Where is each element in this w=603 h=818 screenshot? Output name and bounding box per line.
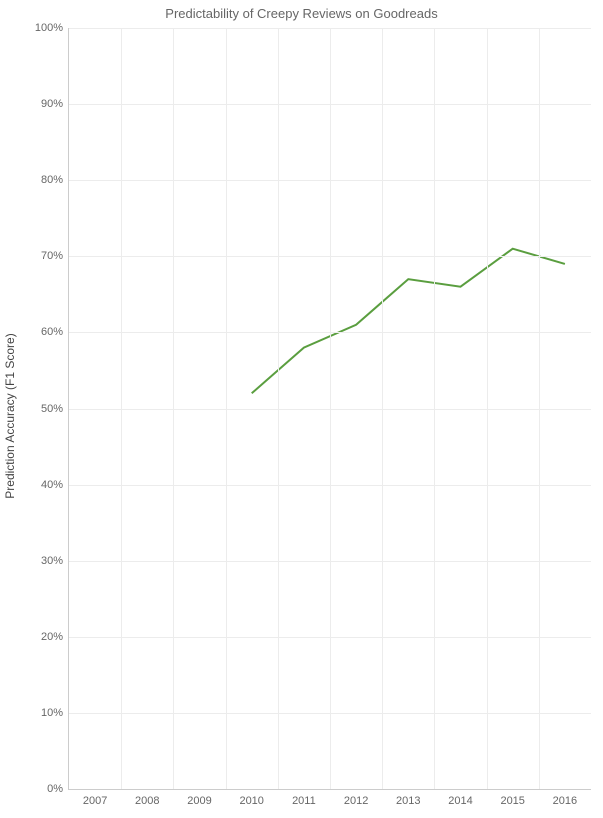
y-tick-label: 50% (41, 403, 69, 415)
x-tick-label: 2013 (396, 789, 420, 807)
y-axis-label: Prediction Accuracy (F1 Score) (3, 333, 17, 498)
x-tick-label: 2014 (448, 789, 472, 807)
gridline-x (278, 28, 279, 789)
chart-title: Predictability of Creepy Reviews on Good… (0, 6, 603, 21)
y-tick-label: 20% (41, 631, 69, 643)
plot-area: 0%10%20%30%40%50%60%70%80%90%100%2007200… (68, 28, 591, 790)
chart-container: Predictability of Creepy Reviews on Good… (0, 0, 603, 818)
x-tick-label: 2011 (292, 789, 316, 807)
x-tick-label: 2015 (500, 789, 524, 807)
gridline-x (434, 28, 435, 789)
x-tick-label: 2010 (239, 789, 263, 807)
x-tick-label: 2012 (344, 789, 368, 807)
y-tick-label: 100% (35, 22, 69, 34)
y-tick-label: 30% (41, 555, 69, 567)
gridline-x (330, 28, 331, 789)
x-tick-label: 2016 (553, 789, 577, 807)
y-tick-label: 40% (41, 479, 69, 491)
y-tick-label: 80% (41, 174, 69, 186)
y-tick-label: 90% (41, 98, 69, 110)
y-tick-label: 10% (41, 707, 69, 719)
y-tick-label: 60% (41, 326, 69, 338)
y-tick-label: 70% (41, 250, 69, 262)
gridline-x (382, 28, 383, 789)
data-line (252, 249, 565, 394)
x-tick-label: 2009 (187, 789, 211, 807)
y-tick-label: 0% (47, 783, 69, 795)
gridline-x (121, 28, 122, 789)
gridline-x (173, 28, 174, 789)
gridline-x (539, 28, 540, 789)
x-tick-label: 2008 (135, 789, 159, 807)
x-tick-label: 2007 (83, 789, 107, 807)
gridline-x (226, 28, 227, 789)
gridline-x (487, 28, 488, 789)
